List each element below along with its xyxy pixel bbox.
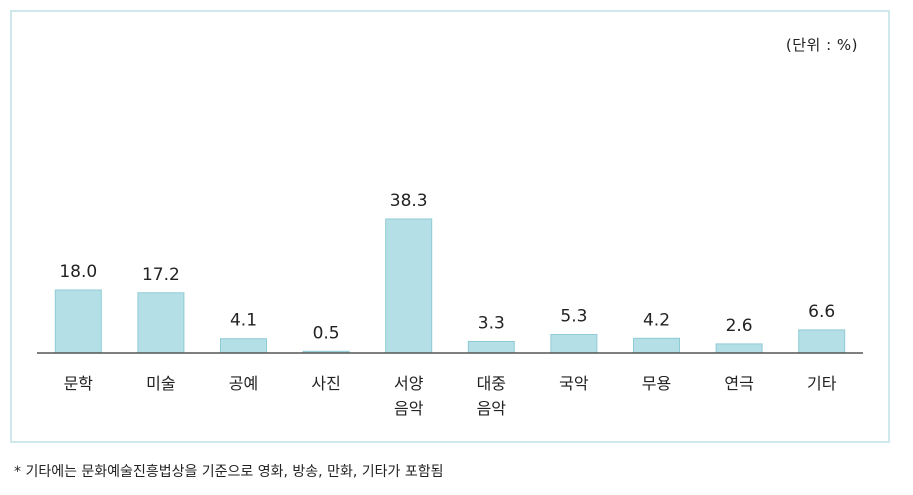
bar (633, 337, 680, 354)
value-label: 18.0 (59, 262, 97, 282)
category-label: 음악 (394, 399, 424, 418)
category-label: 사진 (311, 374, 340, 393)
category-label: 무용 (642, 374, 671, 393)
category-label: 대중 (477, 374, 506, 393)
category-label: 문학 (64, 374, 94, 393)
value-label: 3.3 (478, 314, 505, 334)
value-label: 0.5 (313, 323, 340, 343)
category-label: 음악 (477, 399, 507, 418)
category-label: 공예 (229, 374, 258, 393)
category-label: 서양 (394, 374, 424, 393)
value-label: 4.1 (230, 311, 257, 331)
bar (385, 218, 433, 354)
value-label: 4.2 (643, 310, 670, 330)
chart-frame: (단위 : %) (10, 10, 890, 443)
value-label: 2.6 (726, 316, 753, 336)
bar (54, 289, 102, 354)
bar (798, 329, 846, 354)
category-label: 국악 (559, 374, 589, 393)
bar (550, 334, 598, 354)
bar (137, 292, 185, 354)
bar (467, 341, 515, 354)
category-label: 미술 (146, 374, 175, 393)
category-label: 기타 (807, 374, 837, 393)
bar (715, 343, 763, 354)
value-label: 5.3 (560, 307, 587, 327)
bar (220, 338, 267, 354)
unit-label: (단위 : %) (785, 36, 858, 54)
footnote: * 기타에는 문화예술진흥법상을 기준으로 영화, 방송, 만화, 기타가 포함… (14, 464, 444, 480)
value-label: 38.3 (390, 191, 428, 211)
value-label: 6.6 (808, 302, 835, 322)
category-label: 연극 (724, 374, 753, 393)
value-label: 17.2 (142, 265, 180, 285)
